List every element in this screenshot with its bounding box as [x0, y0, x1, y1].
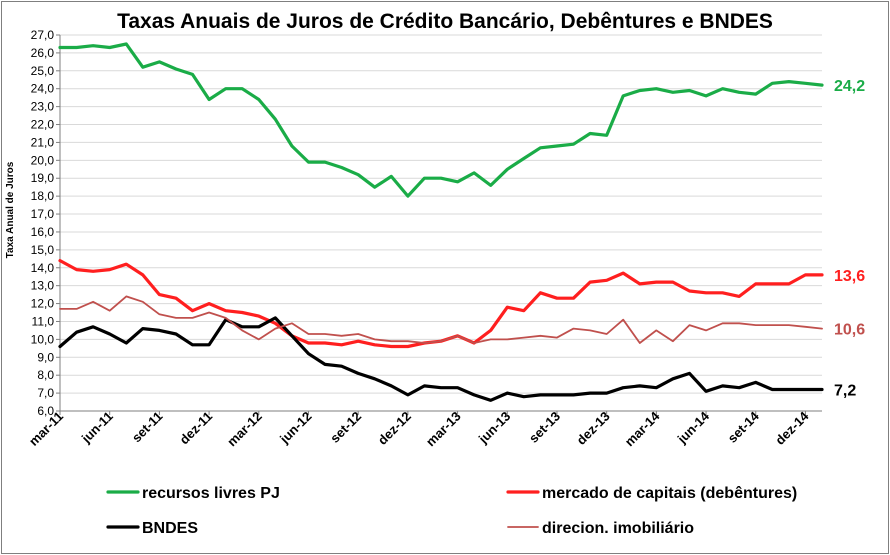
y-tick-label: 19,0 [31, 171, 55, 185]
x-tick-label: dez-12 [375, 409, 414, 448]
y-axis-label: Taxa Anual de Juros [5, 161, 16, 258]
x-tick-label: dez-11 [176, 409, 215, 448]
series-line-0 [58, 42, 824, 198]
y-tick-labels: 6,0 7,0 8,0 9,0 10,0 11,0 12,0 13,0 14,0 15,0 16,0… [31, 28, 55, 418]
y-tick-label: 23,0 [31, 100, 55, 114]
y-tick-label: 8,0 [37, 368, 54, 382]
y-tick-label: 14,0 [31, 261, 55, 275]
end-label-2: 7,2 [834, 383, 856, 400]
x-tick-label: jun-13 [475, 409, 513, 447]
end-label-1: 13,6 [834, 268, 865, 285]
end-label-3: 10,6 [834, 322, 865, 339]
x-tick-label: set-12 [327, 409, 364, 446]
y-tick-label: 27,0 [31, 28, 55, 42]
y-tick-label: 10,0 [31, 332, 55, 346]
legend-label-3: direcion. imobiliário [542, 520, 694, 537]
chart-title: Taxas Anuais de Juros de Crédito Bancári… [117, 10, 773, 33]
legend-label-1: mercado de capitais (debêntures) [542, 485, 797, 502]
y-tick-label: 18,0 [31, 189, 55, 203]
series-line-2 [58, 316, 824, 402]
y-tick-label: 26,0 [31, 46, 55, 60]
x-tick-label: mar-14 [622, 408, 663, 449]
y-tick-label: 20,0 [31, 153, 55, 167]
y-tick-label: 21,0 [31, 135, 55, 149]
y-tick-label: 9,0 [37, 350, 54, 364]
x-tick-label: set-14 [725, 408, 763, 446]
y-tick-label: 11,0 [32, 314, 55, 328]
x-tick-label: set-13 [526, 409, 563, 446]
x-tick-label: jun-14 [674, 408, 713, 447]
y-tick-label: 16,0 [31, 225, 55, 239]
legend-label-2: BNDES [142, 520, 198, 537]
x-tick-label: jun-12 [276, 409, 314, 447]
y-tick-label: 24,0 [31, 82, 55, 96]
y-tick-label: 22,0 [31, 118, 55, 132]
y-tick-label: 25,0 [31, 64, 55, 78]
end-label-0: 24,2 [834, 78, 865, 95]
x-tick-label: jun-11 [78, 409, 116, 447]
x-tick-label: mar-12 [224, 409, 265, 450]
x-tick-label: set-11 [129, 409, 166, 446]
y-tick-label: 6,0 [37, 404, 54, 418]
y-tick-label: 17,0 [31, 207, 55, 221]
legend: recursos livres PJ mercado de capitais (d… [106, 485, 797, 537]
y-tick-label: 13,0 [31, 279, 55, 293]
y-tick-label: 15,0 [31, 243, 55, 257]
legend-label-0: recursos livres PJ [142, 485, 280, 502]
axes [59, 35, 822, 412]
y-tick-label: 12,0 [31, 297, 55, 311]
x-tick-labels: mar-11 jun-11 set-11 dez-11 mar-12 jun-12 set-… [26, 408, 812, 449]
x-tick-label: mar-13 [423, 409, 464, 450]
series-line-3 [59, 295, 823, 344]
series-lines [58, 42, 824, 402]
x-tick-label: dez-13 [574, 409, 613, 448]
end-labels: 24,2 13,6 7,2 10,6 [834, 78, 865, 399]
gridlines [56, 34, 822, 412]
x-tick-label: dez-14 [772, 408, 812, 448]
y-tick-label: 7,0 [37, 386, 54, 400]
